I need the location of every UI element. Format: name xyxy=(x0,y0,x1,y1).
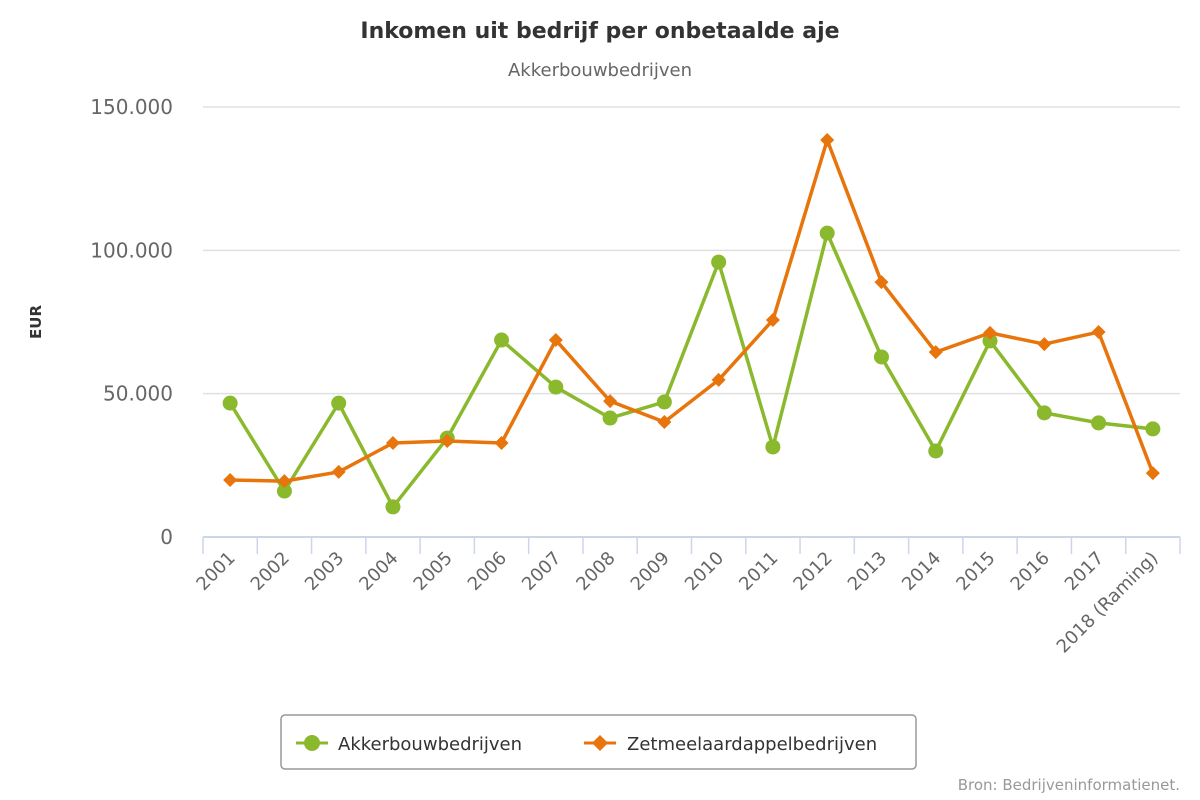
legend-item-zetmeel[interactable]: Zetmeelaardappelbedrijven xyxy=(584,734,877,755)
x-tick-label: 2015 xyxy=(952,548,999,595)
y-tick-label: 50.000 xyxy=(103,382,173,406)
diamond-marker-icon xyxy=(592,735,608,751)
data-point xyxy=(385,499,401,515)
y-tick-label: 150.000 xyxy=(90,95,173,119)
y-tick-label: 0 xyxy=(160,525,173,549)
x-tick-label: 2011 xyxy=(735,548,782,595)
y-tick-label: 100.000 xyxy=(90,238,173,262)
data-point xyxy=(983,325,998,340)
legend: Akkerbouwbedrijven Zetmeelaardappelbedri… xyxy=(280,714,917,770)
x-tick-label: 2005 xyxy=(410,548,457,595)
data-point xyxy=(1091,325,1106,340)
x-tick-label: 2002 xyxy=(247,548,294,595)
data-point xyxy=(440,433,455,448)
data-point xyxy=(548,333,563,348)
series-line xyxy=(230,138,1155,483)
x-tick-label: 2010 xyxy=(681,548,728,595)
data-point xyxy=(982,333,998,349)
data-point xyxy=(711,254,727,270)
y-axis-label: EUR xyxy=(27,305,45,339)
data-point xyxy=(765,439,781,455)
circle-marker-icon xyxy=(304,735,320,751)
data-point xyxy=(603,394,618,409)
data-point xyxy=(711,372,726,387)
data-point xyxy=(765,312,780,327)
legend-label: Zetmeelaardappelbedrijven xyxy=(627,734,877,755)
x-tick-label: 2009 xyxy=(627,548,674,595)
data-point xyxy=(277,474,292,489)
data-point xyxy=(657,415,672,430)
data-point xyxy=(874,275,889,290)
data-point xyxy=(1145,466,1160,481)
chart-title: Inkomen uit bedrijf per onbetaalde aje xyxy=(360,19,839,44)
series-line xyxy=(228,231,1154,509)
x-tick-label: 2013 xyxy=(844,548,891,595)
data-point xyxy=(223,472,238,487)
data-point xyxy=(385,435,400,450)
x-tick-label: 2003 xyxy=(301,548,348,595)
chart-subtitle: Akkerbouwbedrijven xyxy=(508,60,692,81)
x-tick-label: 2017 xyxy=(1061,548,1108,595)
data-point xyxy=(222,395,238,411)
x-tick-label: 2006 xyxy=(464,548,511,595)
x-tick-label: 2007 xyxy=(518,548,565,595)
data-point xyxy=(602,410,618,426)
data-point xyxy=(548,379,564,395)
legend-item-akkerbouw[interactable]: Akkerbouwbedrijven xyxy=(296,734,522,755)
data-point xyxy=(820,132,835,147)
data-point xyxy=(928,345,943,360)
data-point xyxy=(819,225,835,241)
gridlines xyxy=(203,106,1180,395)
credit[interactable]: Bron: Bedrijveninformatienet. xyxy=(958,776,1180,794)
data-point xyxy=(873,349,889,365)
legend-label: Akkerbouwbedrijven xyxy=(338,734,522,755)
data-point xyxy=(494,435,509,450)
data-point xyxy=(331,464,346,479)
x-tick-label: 2014 xyxy=(898,548,945,595)
series-group xyxy=(222,132,1161,515)
data-point xyxy=(1036,405,1052,421)
x-tick-label: 2018 (Raming) xyxy=(1053,548,1163,658)
data-point xyxy=(494,332,510,348)
x-tick-label: 2016 xyxy=(1007,548,1054,595)
x-tick-label: 2004 xyxy=(355,548,402,595)
data-point xyxy=(276,483,292,499)
data-point xyxy=(1037,337,1052,352)
x-tick-label: 2008 xyxy=(572,548,619,595)
data-point xyxy=(331,395,347,411)
data-point xyxy=(1145,421,1161,437)
data-point xyxy=(656,394,672,410)
x-tick-label: 2012 xyxy=(789,548,836,595)
series-1 xyxy=(223,132,1160,489)
data-point xyxy=(928,443,944,459)
x-tick-label: 2001 xyxy=(192,548,239,595)
series-0 xyxy=(222,225,1161,515)
data-point xyxy=(1091,415,1107,431)
